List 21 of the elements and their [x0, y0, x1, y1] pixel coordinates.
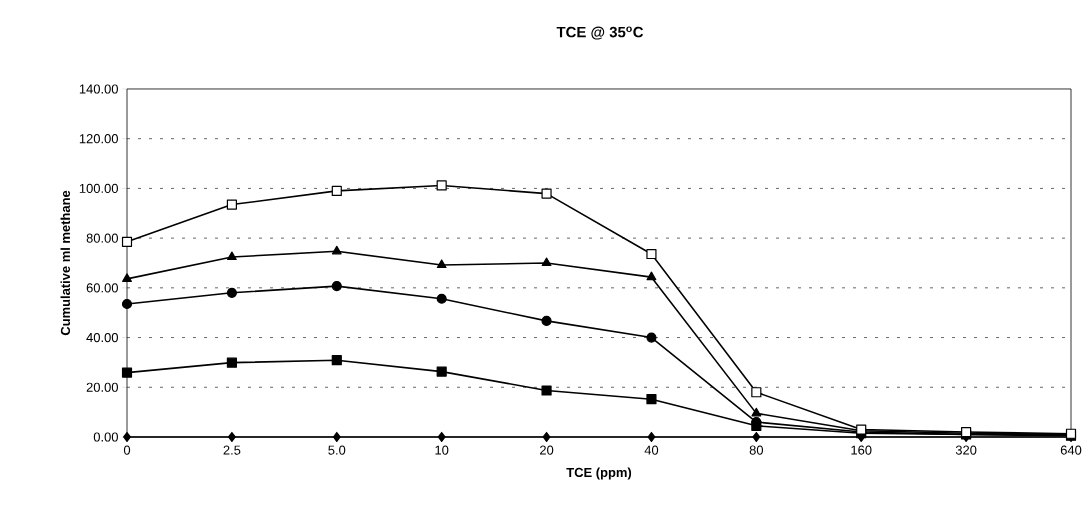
x-tick-label: 0: [123, 445, 131, 455]
y-tick-label: 60.00: [86, 283, 118, 293]
x-tick-label: 80: [749, 445, 764, 455]
x-tick-label: 320: [955, 445, 977, 455]
x-tick-label: 640: [1060, 445, 1082, 455]
y-tick-label: 140.00: [79, 84, 118, 94]
x-tick-label: 5.0: [328, 445, 346, 455]
x-tick-label: 10: [435, 445, 449, 455]
chart-title: TCE @ 35$^{o}$C: [556, 26, 644, 40]
x-tick-label: 20: [540, 445, 554, 455]
x-tick-label: 40: [644, 445, 659, 455]
y-tick-label: 40.00: [86, 332, 118, 343]
x-tick-label: 2.5: [223, 445, 241, 455]
y-axis-title: Cumulative ml methane: [60, 190, 71, 336]
x-axis-title: TCE (ppm): [566, 467, 632, 480]
y-tick-label: 120.00: [79, 134, 118, 144]
y-tick-label: 20.00: [86, 382, 118, 392]
y-tick-label: 80.00: [86, 233, 118, 243]
y-tick-label: 100.00: [79, 183, 118, 193]
y-tick-label: 0.00: [93, 432, 118, 442]
x-tick-label: 160: [851, 445, 872, 455]
